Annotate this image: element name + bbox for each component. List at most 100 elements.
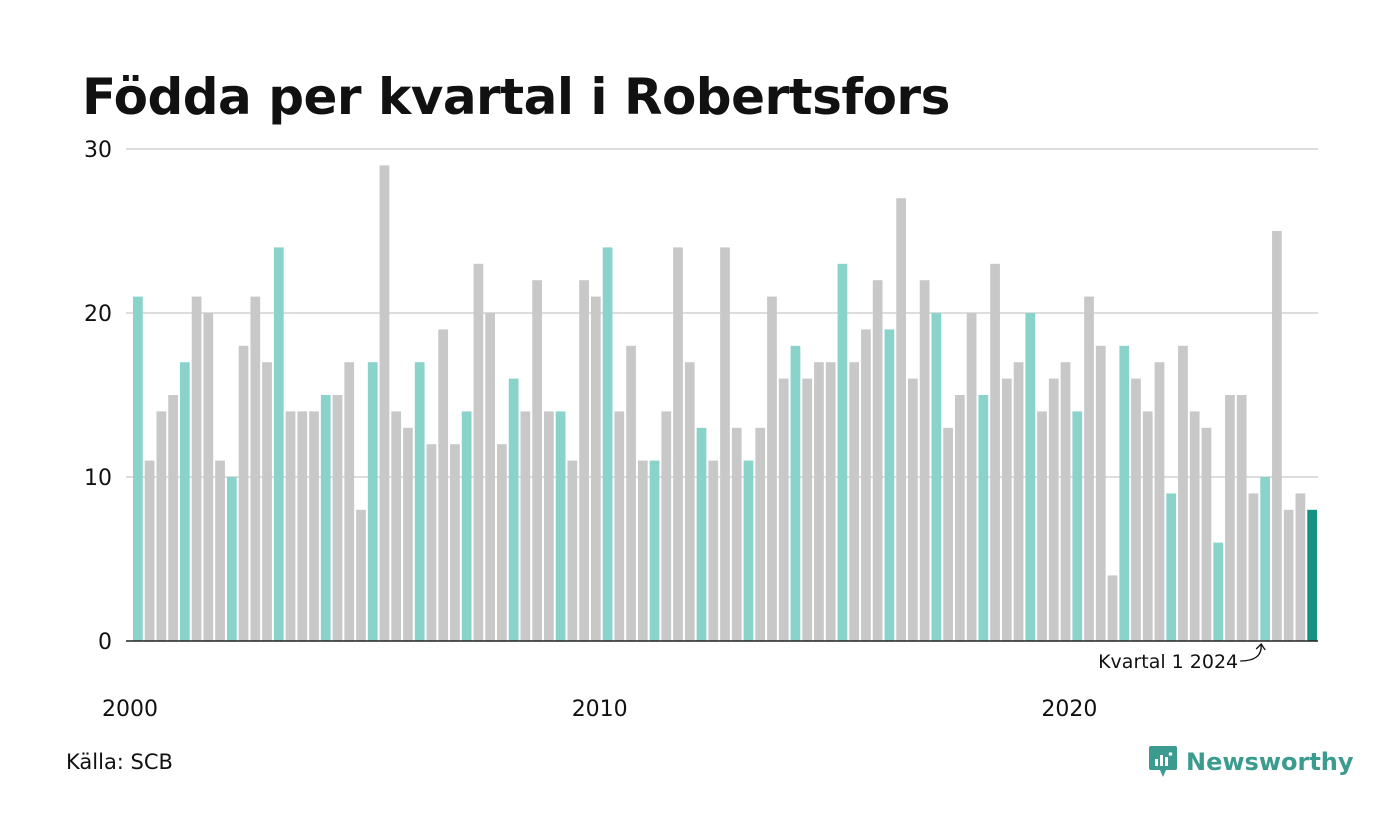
bar <box>1283 509 1294 641</box>
y-tick-label: 20 <box>84 302 112 327</box>
bar <box>978 395 989 641</box>
bar <box>168 395 178 641</box>
bar <box>1060 362 1071 641</box>
bar <box>919 280 930 641</box>
bar <box>1236 395 1247 641</box>
bar <box>931 313 942 641</box>
bar <box>872 280 883 641</box>
annotation-label: Kvartal 1 2024 <box>1098 651 1238 673</box>
bar <box>755 427 766 641</box>
bar <box>1225 395 1235 641</box>
bar <box>720 247 730 641</box>
bar <box>391 411 402 641</box>
bar <box>403 427 413 641</box>
bar <box>825 362 836 641</box>
bar <box>954 395 965 641</box>
bar <box>708 460 719 641</box>
bar <box>320 395 331 641</box>
bar <box>1260 477 1271 641</box>
x-axis-labels: 2000 2010 2020 <box>102 697 1097 722</box>
bars <box>133 165 1317 641</box>
bar <box>602 247 613 641</box>
bar <box>1119 345 1130 641</box>
bar <box>896 198 907 641</box>
bar <box>731 427 742 641</box>
bar <box>849 362 860 641</box>
annotation: Kvartal 1 2024 <box>1098 642 1266 673</box>
bar <box>567 460 578 641</box>
y-tick-label: 0 <box>98 630 112 655</box>
bar <box>179 362 190 641</box>
bar <box>743 460 754 641</box>
y-axis-labels: 0 10 20 30 <box>84 138 112 655</box>
bar <box>309 411 319 641</box>
bar <box>1095 345 1106 641</box>
bar <box>485 313 496 641</box>
bar <box>144 460 155 641</box>
y-tick-label: 30 <box>84 138 112 163</box>
bar <box>332 395 343 641</box>
bar <box>226 477 237 641</box>
bar <box>555 411 566 641</box>
bar <box>133 296 143 641</box>
bar <box>990 263 1000 641</box>
bar <box>790 345 801 641</box>
bar <box>861 329 871 641</box>
bar <box>1048 378 1059 641</box>
bar <box>532 280 542 641</box>
bar <box>966 313 977 641</box>
bar <box>1307 509 1317 641</box>
bar <box>1213 542 1224 641</box>
bar <box>1142 411 1153 641</box>
y-tick-label: 10 <box>84 466 112 491</box>
bar <box>673 247 683 641</box>
bar <box>814 362 824 641</box>
bar <box>1248 493 1259 641</box>
bar <box>767 296 777 641</box>
bar <box>1201 427 1212 641</box>
bar <box>1154 362 1165 641</box>
bar <box>943 427 953 641</box>
bar <box>837 263 848 641</box>
bar <box>520 411 531 641</box>
bar <box>1013 362 1024 641</box>
bar <box>1107 575 1118 641</box>
bar <box>1037 411 1047 641</box>
bar <box>1295 493 1306 641</box>
x-tick-label: 2010 <box>572 697 628 722</box>
brand-name: Newsworthy <box>1186 748 1354 776</box>
bar <box>649 460 660 641</box>
bar-chart: 0 10 20 30 2000 2010 2020 Kvartal 1 2024 <box>84 138 1318 722</box>
bar <box>191 296 202 641</box>
bar <box>426 444 437 641</box>
bar <box>637 460 648 641</box>
bar <box>1178 345 1188 641</box>
bar <box>273 247 284 641</box>
bar <box>802 378 813 641</box>
bar <box>250 296 261 641</box>
x-tick-label: 2020 <box>1041 697 1097 722</box>
bar <box>1084 296 1094 641</box>
bar <box>367 362 378 641</box>
bar <box>543 411 554 641</box>
x-tick-label: 2000 <box>102 697 158 722</box>
bar <box>414 362 425 641</box>
bar <box>1025 313 1036 641</box>
brand-logo: Newsworthy <box>1148 744 1354 780</box>
bar <box>379 165 390 641</box>
bar <box>344 362 355 641</box>
bar <box>438 329 449 641</box>
chart-title: Födda per kvartal i Robertsfors <box>82 68 950 126</box>
bar <box>156 411 167 641</box>
bar <box>285 411 296 641</box>
bar <box>590 296 601 641</box>
bar <box>215 460 225 641</box>
bar <box>356 509 366 641</box>
bar <box>696 427 707 641</box>
bar <box>1166 493 1177 641</box>
bar <box>1272 231 1282 641</box>
bar <box>297 411 308 641</box>
bar <box>661 411 672 641</box>
bar <box>497 444 507 641</box>
bar <box>508 378 519 641</box>
